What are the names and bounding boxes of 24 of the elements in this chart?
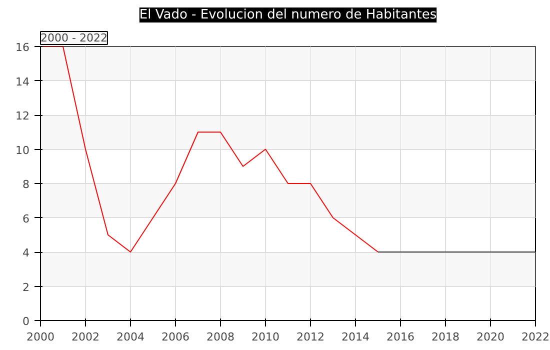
text: 2000 - 2022 <box>40 32 108 44</box>
y-tick-label: 12 <box>16 110 30 122</box>
x-tick-label: 2002 <box>72 330 100 344</box>
y-tick-label: 10 <box>16 144 30 157</box>
x-tick-label: 2012 <box>296 330 325 344</box>
x-tick-label: 2014 <box>342 330 370 344</box>
x-tick-label: 2010 <box>252 330 280 344</box>
y-tick-label: 16 <box>16 41 30 54</box>
x-tick-label: 2006 <box>162 330 190 344</box>
x-tick-label: 2000 <box>26 330 55 344</box>
y-tick-label: 0 <box>22 315 30 328</box>
y-tick-label: 8 <box>22 178 30 191</box>
chart-title: El Vado - Evolucion del numero de Habitantes <box>139 8 437 22</box>
x-tick-label: 2022 <box>522 330 550 344</box>
y-tick-label: 6 <box>22 212 30 226</box>
x-tick-label: 2016 <box>386 330 415 344</box>
x-tick-label: 2004 <box>116 330 145 344</box>
y-tick-label: 4 <box>22 246 30 260</box>
x-tick-label: 2008 <box>206 330 235 344</box>
x-tick-label: 2020 <box>476 330 505 344</box>
y-tick-label: 2 <box>22 280 30 294</box>
line-series <box>40 46 378 252</box>
x-tick-label: 2018 <box>432 330 460 344</box>
y-tick-label: 14 <box>16 75 30 88</box>
